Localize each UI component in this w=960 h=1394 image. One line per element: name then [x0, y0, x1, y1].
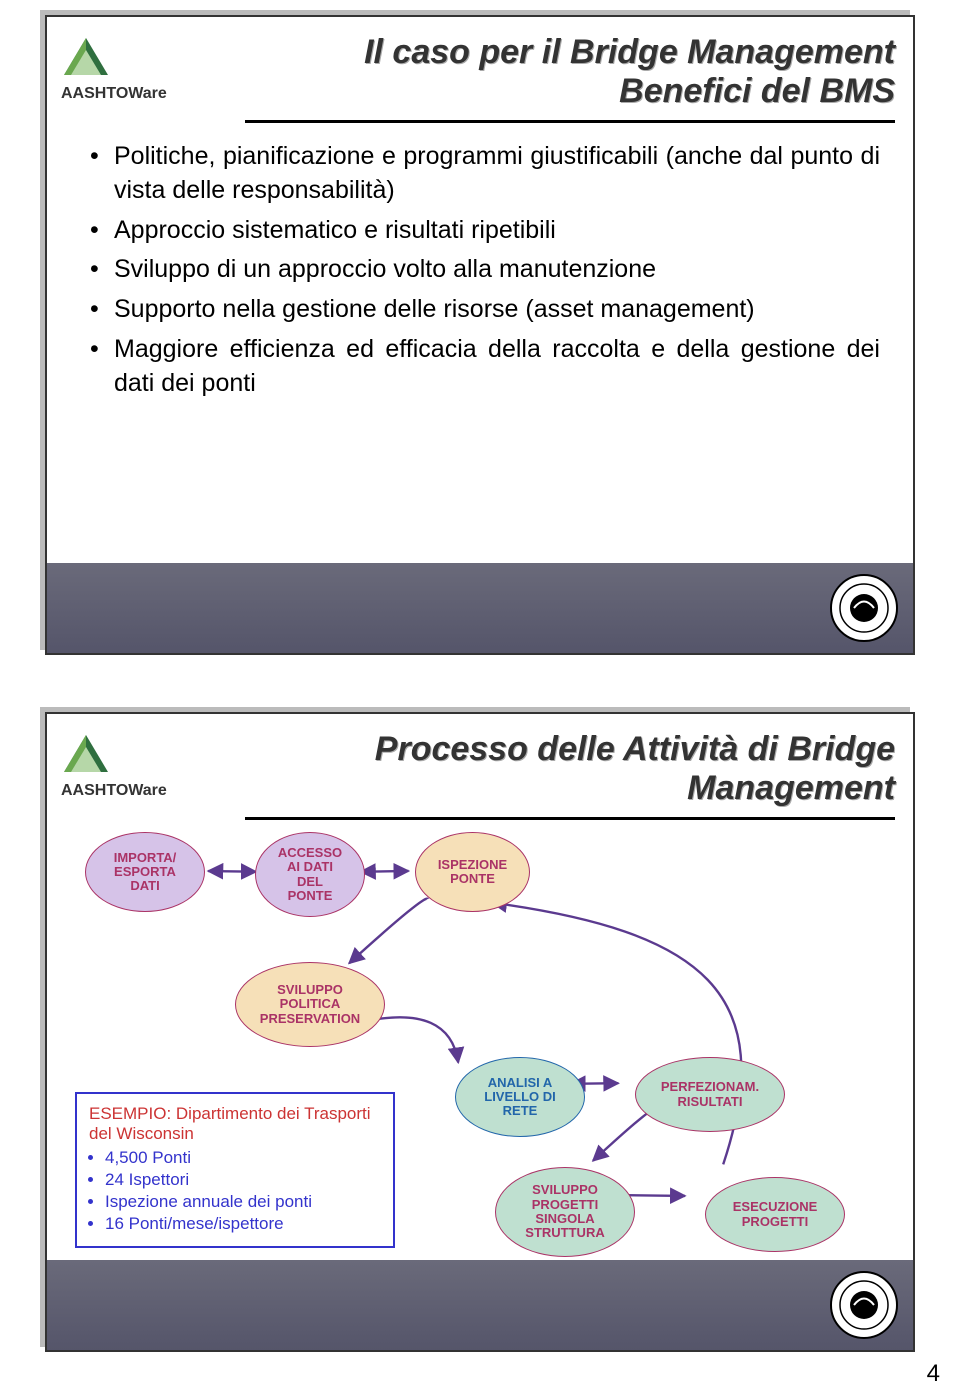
example-box: ESEMPIO: Dipartimento dei Trasporti del … — [75, 1092, 395, 1248]
title-line-1: Processo delle Attività di Bridge — [245, 730, 895, 769]
aashtoware-logo: AASHTOWare — [61, 732, 221, 800]
example-item: 4,500 Ponti — [105, 1148, 381, 1168]
example-item: 24 Ispettori — [105, 1170, 381, 1190]
diagram-node-inspect: ISPEZIONEPONTE — [415, 832, 530, 912]
seal-icon — [829, 573, 899, 643]
bullet-item: Approccio sistematico e risultati ripeti… — [90, 214, 880, 248]
seal-icon — [829, 1270, 899, 1340]
bullet-item: Politiche, pianificazione e programmi gi… — [90, 140, 880, 208]
slide-2: AASHTOWare Processo delle Attività di Br… — [45, 712, 915, 1352]
diagram-node-import: IMPORTA/ESPORTADATI — [85, 832, 205, 912]
footer-bar — [47, 563, 913, 653]
diagram-node-esecuz: ESECUZIONEPROGETTI — [705, 1177, 845, 1252]
title-line-2: Benefici del BMS — [245, 72, 895, 111]
example-item: 16 Ponti/mese/ispettore — [105, 1214, 381, 1234]
bullet-item: Sviluppo di un approccio volto alla manu… — [90, 253, 880, 287]
diagram-node-perfez: PERFEZIONAM.RISULTATI — [635, 1057, 785, 1132]
title-line-1: Il caso per il Bridge Management — [245, 33, 895, 72]
diagram-node-preserv: SVILUPPOPOLITICAPRESERVATION — [235, 962, 385, 1047]
slide-title: Il caso per il Bridge Management Benefic… — [245, 33, 895, 111]
slide-content: Politiche, pianificazione e programmi gi… — [90, 140, 880, 406]
page-number: 4 — [927, 1360, 940, 1388]
diagram-node-access: ACCESSOAI DATIDELPONTE — [255, 832, 365, 917]
title-rule — [245, 120, 895, 123]
footer-bar — [47, 1260, 913, 1350]
diagram-node-singola: SVILUPPOPROGETTISINGOLASTRUTTURA — [495, 1167, 635, 1257]
example-title: ESEMPIO: Dipartimento dei Trasporti del … — [89, 1104, 381, 1144]
title-line-2: Management — [245, 769, 895, 808]
aashtoware-logo: AASHTOWare — [61, 35, 221, 103]
bullet-item: Maggiore efficienza ed efficacia della r… — [90, 333, 880, 401]
title-rule — [245, 817, 895, 820]
logo-icon — [61, 35, 111, 85]
slide-1: AASHTOWare Il caso per il Bridge Managem… — [45, 15, 915, 655]
slide-title: Processo delle Attività di Bridge Manage… — [245, 730, 895, 808]
diagram-node-analisi: ANALISI ALIVELLO DIRETE — [455, 1057, 585, 1137]
bullet-item: Supporto nella gestione delle risorse (a… — [90, 293, 880, 327]
logo-text: AASHTOWare — [61, 85, 167, 103]
logo-text: AASHTOWare — [61, 782, 167, 800]
example-item: Ispezione annuale dei ponti — [105, 1192, 381, 1212]
logo-icon — [61, 732, 111, 782]
